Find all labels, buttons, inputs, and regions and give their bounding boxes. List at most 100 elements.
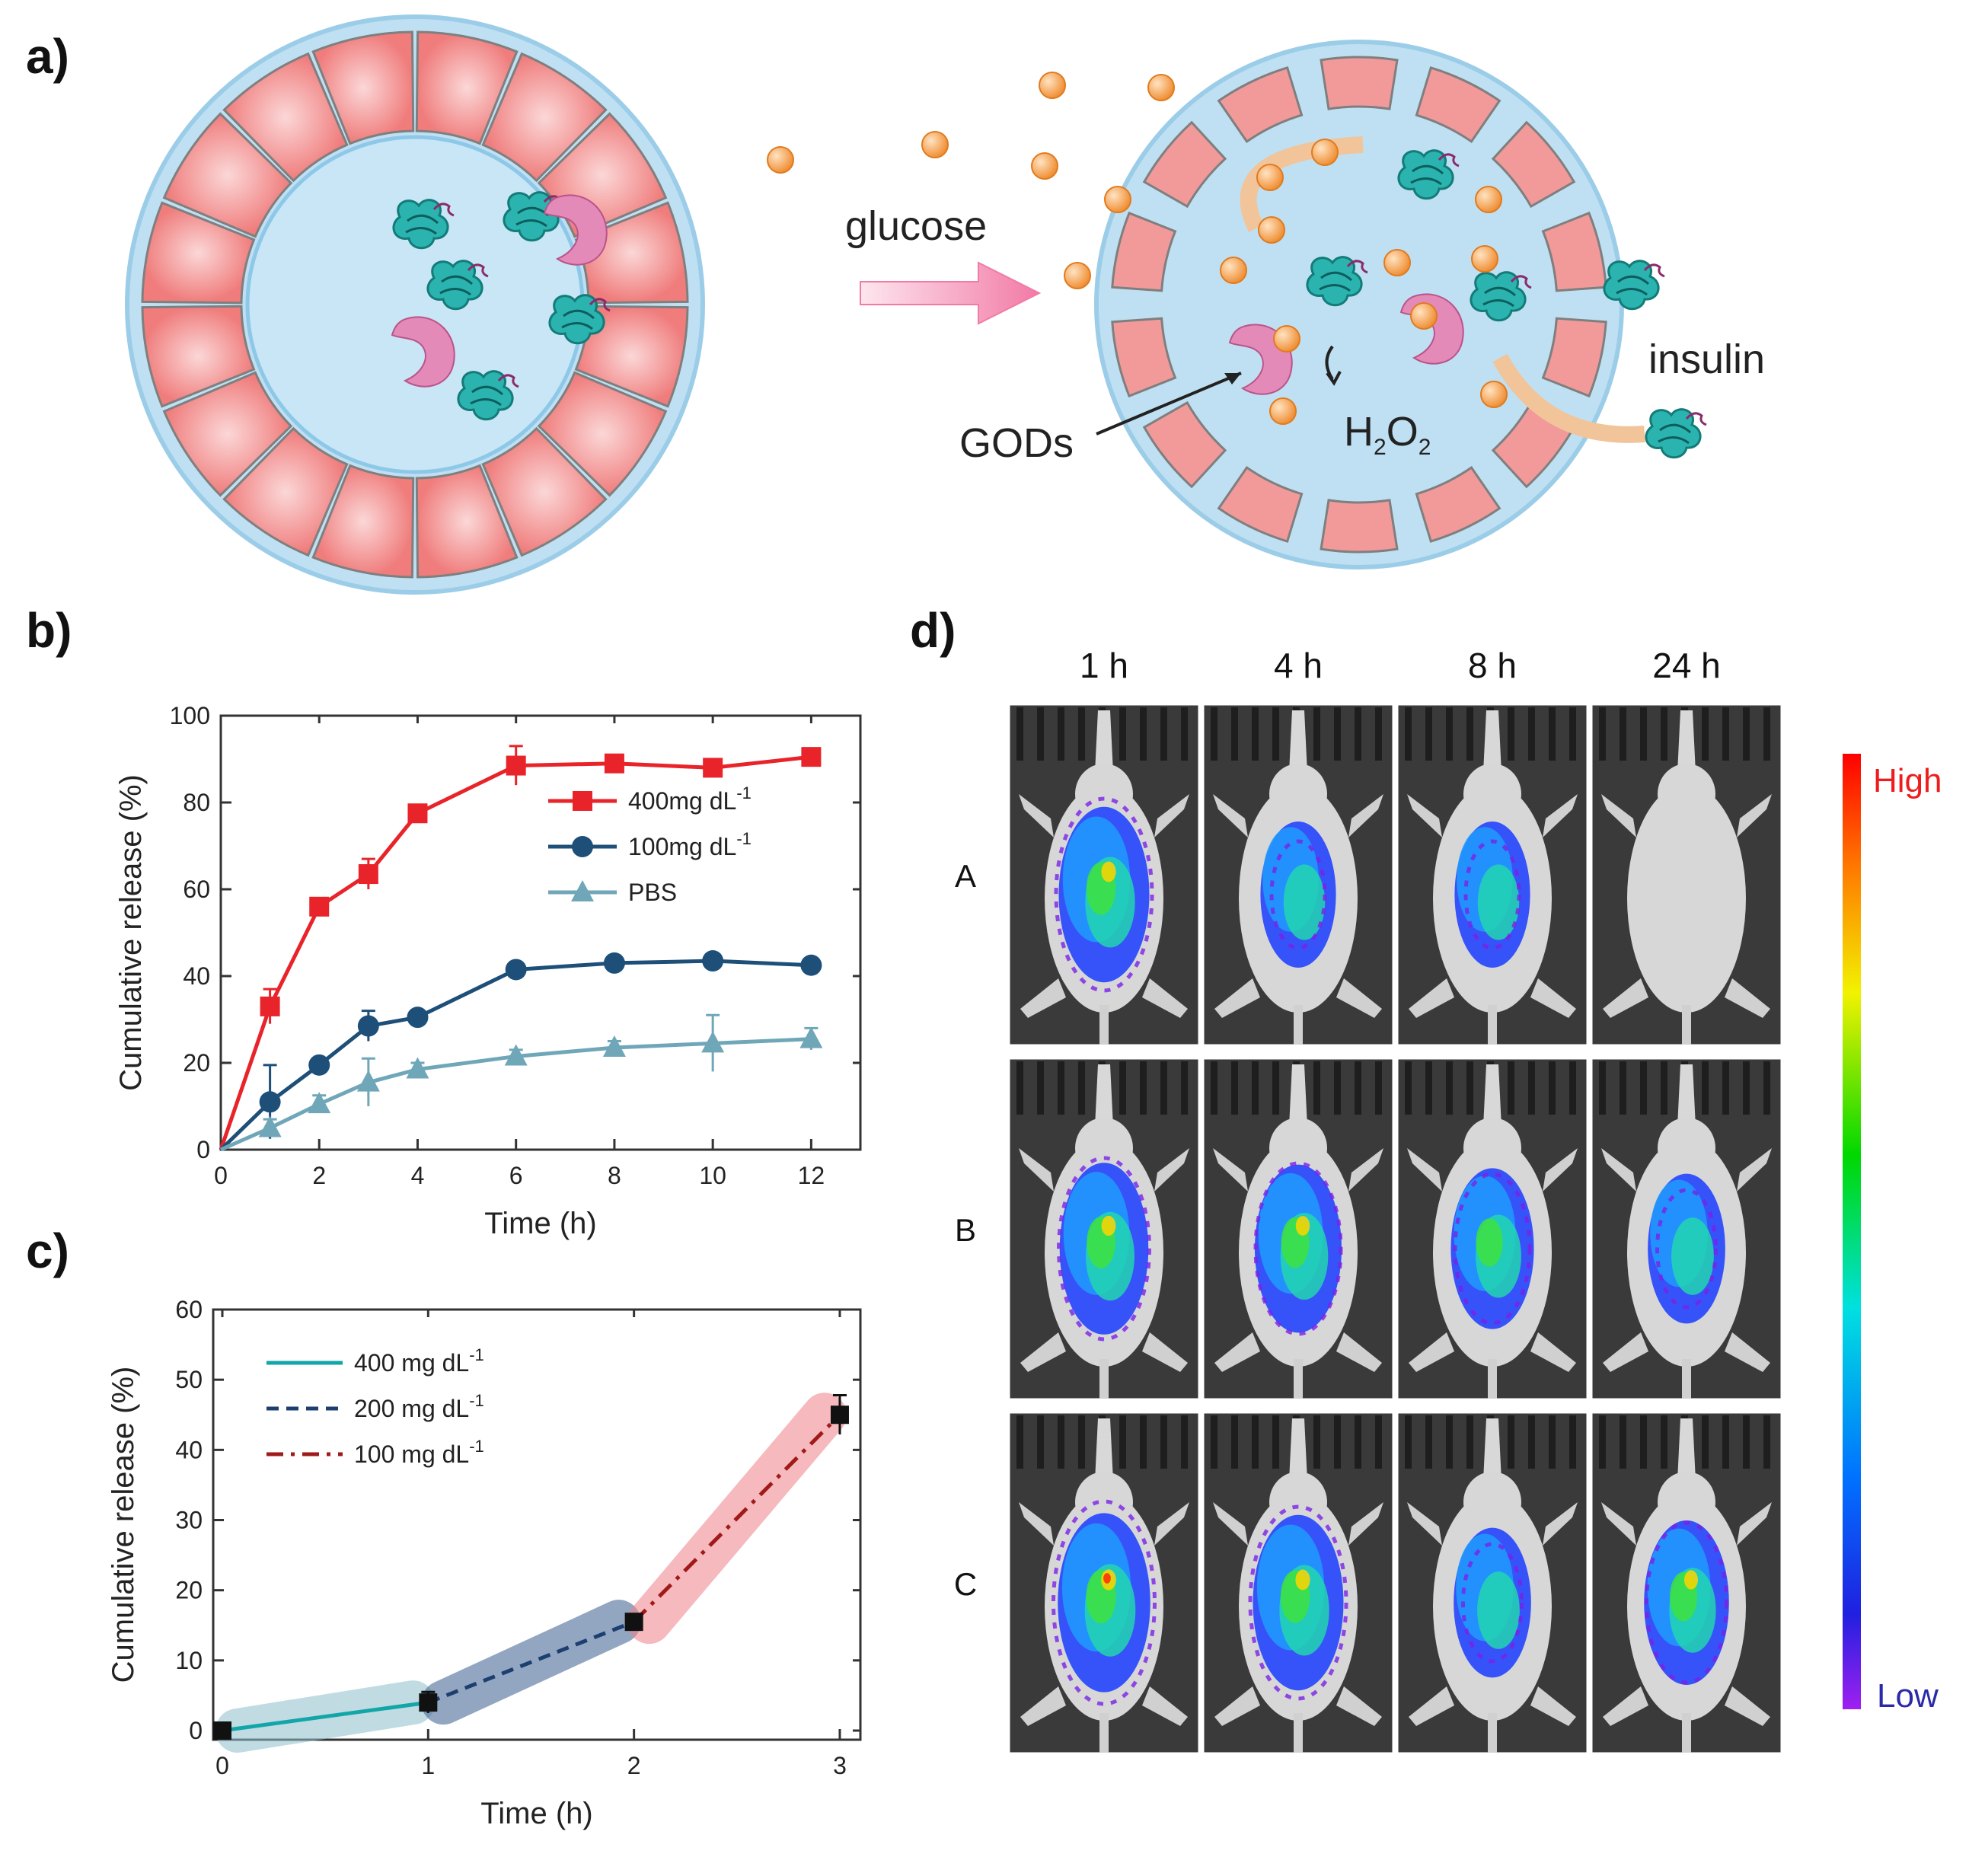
- fluorescence-signal: [1101, 861, 1116, 882]
- glucose-molecule: [1147, 74, 1175, 101]
- insulin-out-arrow: [1492, 353, 1645, 443]
- fluorescence-fringe: [1057, 1156, 1151, 1342]
- legend-marker-pbs: [571, 880, 594, 901]
- data-point: [830, 1405, 849, 1425]
- legend-label-400: 400 mg dL-1: [354, 1345, 484, 1377]
- cage-bar: [1272, 1061, 1279, 1115]
- panel-d: d) 1 h 4 h 8 h 24 h A B C High Low: [910, 603, 1942, 1755]
- shell-segment: [1217, 66, 1304, 143]
- cage-bar: [1508, 1061, 1514, 1115]
- mouse-paw: [1601, 1502, 1636, 1546]
- glucose-arrow: [860, 261, 1042, 325]
- data-point: [213, 1721, 231, 1740]
- cage-bar: [1620, 707, 1626, 761]
- mouse-paw: [1214, 1686, 1260, 1726]
- chart-c-x-axis-title: Time (h): [480, 1797, 592, 1830]
- cage-bar: [1375, 1415, 1382, 1469]
- mouse-body: [1627, 784, 1746, 1013]
- cage-bar: [1466, 1415, 1473, 1469]
- mouse-paw: [1737, 1148, 1772, 1192]
- cage-bar: [1446, 1415, 1453, 1469]
- legend-label-100: 100 mg dL-1: [354, 1437, 484, 1468]
- panel-d-label: d): [910, 603, 956, 658]
- mouse-head: [1463, 1118, 1521, 1179]
- mouse-paw: [1407, 1502, 1442, 1546]
- chart-b-y-tick-label: 0: [196, 1136, 210, 1163]
- chart-b-x-tick-label: 10: [699, 1162, 726, 1189]
- data-point-100mg: [407, 1007, 429, 1029]
- fluorescence-fringe: [1645, 1520, 1728, 1685]
- cage-bar: [1722, 1061, 1729, 1115]
- shell-segment: [537, 371, 668, 497]
- mouse-tail-bottom: [1488, 1359, 1497, 1399]
- mouse-tail: [1483, 1064, 1501, 1127]
- data-point-pbs: [799, 1026, 823, 1048]
- glucose-molecule: [1475, 186, 1502, 213]
- cage-bar: [1334, 1061, 1341, 1115]
- glucose-molecule: [1311, 139, 1339, 166]
- cage-bar: [1466, 707, 1473, 761]
- glucose-molecules: [767, 72, 1508, 425]
- mouse-paw: [1725, 1686, 1770, 1726]
- data-point-pbs: [356, 1070, 380, 1092]
- chart-c-y-tick-label: 30: [175, 1507, 203, 1534]
- fluorescence-fringe: [1461, 1542, 1524, 1664]
- chart-b-x-tick-label: 0: [214, 1162, 228, 1189]
- gods-label: GODs: [959, 420, 1074, 466]
- shell-segment: [415, 30, 519, 145]
- mouse-paw: [1213, 1502, 1248, 1546]
- mouse-paw: [1348, 1148, 1383, 1192]
- cage-bar: [1508, 1415, 1514, 1469]
- mouse-paw: [1019, 794, 1054, 838]
- mouse-tail-bottom: [1099, 1713, 1109, 1753]
- cage-bar: [1661, 1415, 1667, 1469]
- data-point-400mg: [703, 758, 723, 778]
- fluorescence-fringe: [1453, 1172, 1532, 1326]
- mouse-head: [1658, 1118, 1715, 1179]
- data-point-100mg: [800, 954, 822, 976]
- cage-bar: [1466, 1061, 1473, 1115]
- chart-c-y-tick-label: 60: [175, 1296, 203, 1323]
- mouse-paw: [1603, 978, 1648, 1018]
- cage-bar: [1599, 1061, 1606, 1115]
- cage-bar: [1140, 707, 1147, 761]
- mouse-paw: [1603, 1686, 1648, 1726]
- data-point-pbs: [701, 1031, 725, 1053]
- cage-bar: [1569, 1061, 1576, 1115]
- mouse-head: [1658, 764, 1715, 825]
- data-point-pbs: [258, 1115, 282, 1137]
- cage-bar: [1599, 1415, 1606, 1469]
- cage-bar: [1549, 1061, 1556, 1115]
- column-label: 24 h: [1652, 646, 1721, 685]
- cage-bar: [1140, 1415, 1147, 1469]
- cage-bar: [1569, 1415, 1576, 1469]
- legend-marker-400mg: [573, 791, 592, 811]
- chart-b-x-axis-title: Time (h): [484, 1207, 596, 1240]
- fluorescence-fringe: [1463, 839, 1521, 950]
- mouse-paw: [1020, 978, 1066, 1018]
- cage-bar: [1763, 1415, 1770, 1469]
- cage-bar: [1640, 1415, 1647, 1469]
- cage-bar: [1181, 1061, 1188, 1115]
- mouse-paw: [1530, 1332, 1576, 1372]
- chart-c-x-tick-label: 3: [833, 1752, 847, 1779]
- fluorescence-fringe: [1269, 839, 1327, 950]
- mouse-paw: [1407, 794, 1442, 838]
- shell-segment: [1142, 400, 1227, 489]
- cage-bar: [1037, 1415, 1044, 1469]
- insulin-protein: [1645, 408, 1708, 459]
- row-label: B: [955, 1212, 976, 1248]
- cage-bar: [1252, 1061, 1259, 1115]
- mouse-paw: [1142, 978, 1188, 1018]
- cage-bar: [1661, 1061, 1667, 1115]
- mouse-tail-bottom: [1099, 1359, 1109, 1399]
- cage-bar: [1702, 707, 1709, 761]
- chart-b-y-tick-label: 20: [183, 1049, 210, 1077]
- mouse-paw: [1603, 1332, 1648, 1372]
- data-point-100mg: [702, 950, 724, 972]
- mouse-paw: [1409, 1332, 1454, 1372]
- chart-c-y-tick-label: 40: [175, 1436, 203, 1463]
- mouse-paw: [1336, 1686, 1382, 1726]
